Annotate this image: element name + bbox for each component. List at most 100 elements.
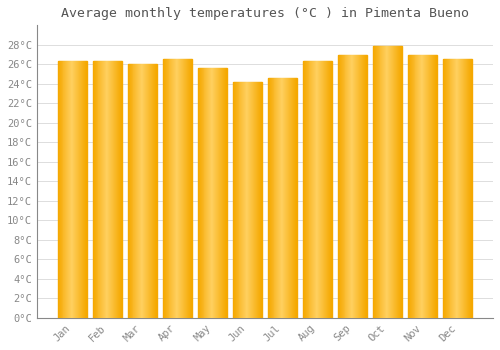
Bar (468, 60, 469, 318)
Bar (108, 61, 110, 318)
Bar (410, 55, 412, 318)
Bar (246, 82, 248, 318)
Bar (232, 82, 234, 318)
Bar (184, 60, 186, 318)
Bar (206, 68, 208, 318)
Bar (112, 61, 114, 318)
Bar (436, 55, 438, 318)
Bar (118, 61, 120, 318)
Bar (396, 46, 398, 318)
Bar (338, 55, 340, 318)
Bar (428, 55, 430, 318)
Bar (144, 64, 146, 318)
Bar (166, 60, 168, 318)
Bar (280, 78, 281, 318)
Bar (84, 61, 86, 318)
Bar (284, 78, 286, 318)
Bar (140, 64, 141, 318)
Bar (210, 68, 212, 318)
Bar (328, 61, 330, 318)
Bar (294, 78, 296, 318)
Bar (330, 61, 332, 318)
Bar (154, 64, 156, 318)
Bar (202, 68, 203, 318)
Bar (150, 64, 152, 318)
Bar (356, 55, 358, 318)
Bar (456, 60, 458, 318)
Bar (130, 64, 132, 318)
Bar (302, 61, 304, 318)
Bar (240, 82, 242, 318)
Bar (146, 64, 148, 318)
Bar (114, 61, 116, 318)
Bar (458, 60, 460, 318)
Bar (306, 61, 308, 318)
Bar (218, 68, 220, 318)
Bar (76, 61, 78, 318)
Bar (408, 55, 410, 318)
Bar (360, 55, 362, 318)
Bar (180, 60, 182, 318)
Bar (348, 55, 350, 318)
Bar (190, 60, 192, 318)
Bar (174, 60, 176, 318)
Bar (388, 46, 390, 318)
Bar (116, 61, 117, 318)
Bar (424, 55, 426, 318)
Bar (260, 82, 262, 318)
Bar (80, 61, 82, 318)
Bar (128, 64, 158, 318)
Bar (352, 55, 354, 318)
Bar (250, 82, 252, 318)
Bar (222, 68, 224, 318)
Bar (98, 61, 100, 318)
Bar (338, 55, 368, 318)
Bar (342, 55, 344, 318)
Bar (220, 68, 222, 318)
Bar (326, 61, 328, 318)
Bar (86, 61, 88, 318)
Bar (136, 64, 138, 318)
Bar (62, 61, 64, 318)
Bar (288, 78, 290, 318)
Bar (132, 64, 134, 318)
Bar (448, 60, 450, 318)
Bar (372, 46, 374, 318)
Bar (238, 82, 240, 318)
Bar (452, 60, 454, 318)
Bar (178, 60, 180, 318)
Bar (466, 60, 468, 318)
Bar (248, 82, 250, 318)
Bar (450, 60, 452, 318)
Bar (310, 61, 312, 318)
Bar (380, 46, 382, 318)
Bar (462, 60, 464, 318)
Bar (66, 61, 68, 318)
Bar (106, 61, 108, 318)
Bar (376, 46, 378, 318)
Bar (432, 55, 434, 318)
Bar (268, 78, 298, 318)
Bar (308, 61, 310, 318)
Bar (60, 61, 62, 318)
Bar (226, 68, 228, 318)
Bar (374, 46, 376, 318)
Bar (104, 61, 106, 318)
Bar (152, 64, 154, 318)
Bar (268, 78, 270, 318)
Bar (276, 78, 278, 318)
Bar (386, 46, 388, 318)
Bar (430, 55, 432, 318)
Bar (302, 61, 332, 318)
Bar (198, 68, 228, 318)
Bar (442, 60, 472, 318)
Bar (162, 60, 164, 318)
Bar (296, 78, 298, 318)
Bar (470, 60, 472, 318)
Bar (316, 61, 318, 318)
Bar (256, 82, 258, 318)
Bar (254, 82, 256, 318)
Bar (426, 55, 428, 318)
Bar (58, 61, 88, 318)
Bar (384, 46, 386, 318)
